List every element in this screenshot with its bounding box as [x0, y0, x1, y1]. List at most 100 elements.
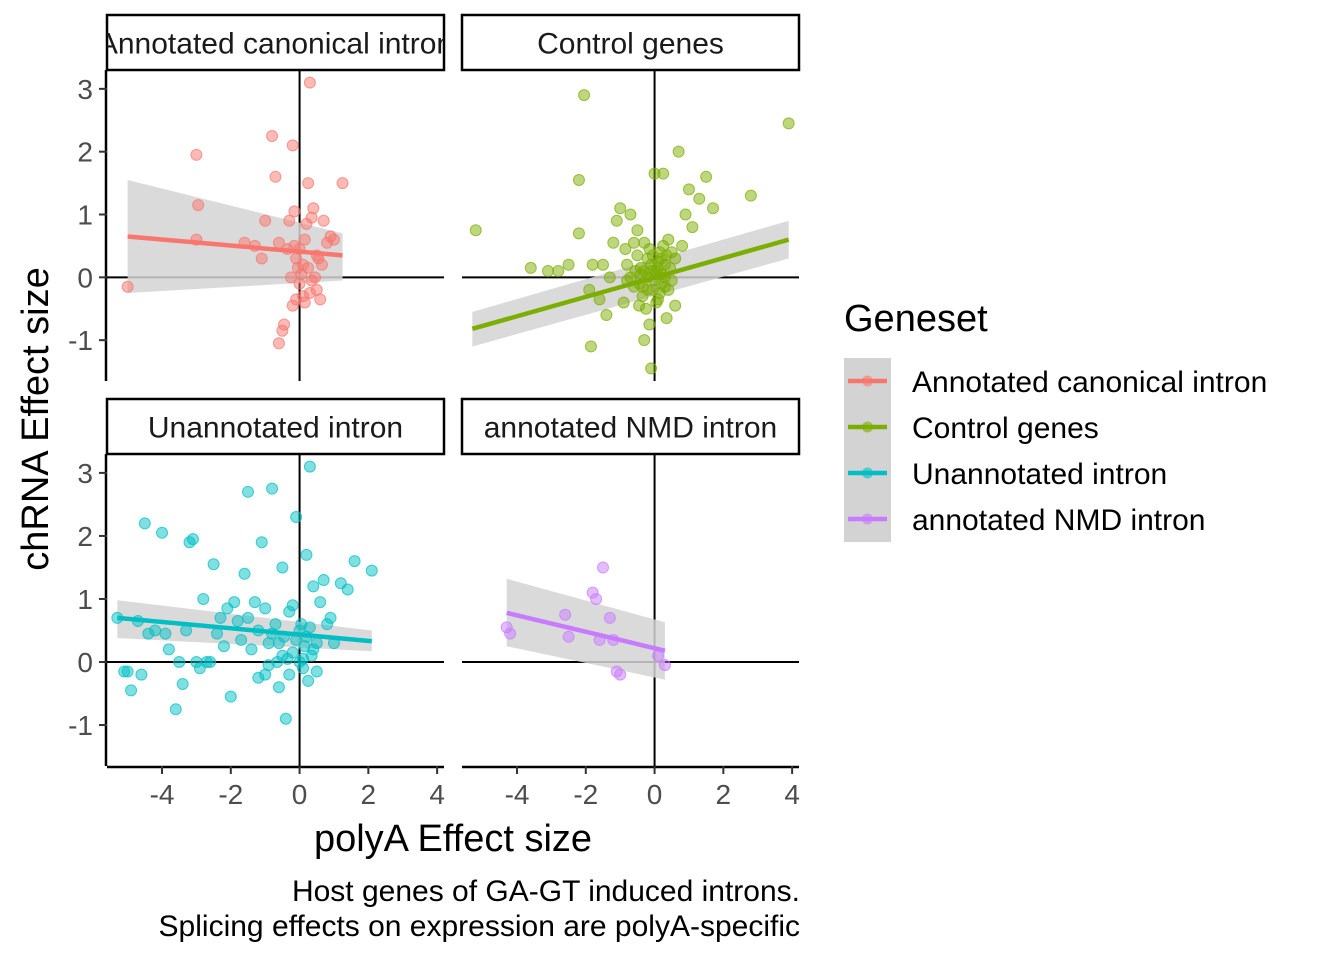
- data-point: [562, 630, 575, 643]
- data-point: [541, 265, 554, 278]
- data-point: [643, 318, 656, 331]
- x-tick-label: 4: [784, 779, 800, 810]
- data-point: [204, 656, 217, 668]
- data-point: [524, 261, 537, 274]
- data-point: [186, 533, 199, 546]
- data-point: [650, 296, 663, 309]
- data-point: [572, 227, 585, 240]
- data-point: [138, 517, 151, 530]
- x-tick-label: 2: [716, 779, 732, 810]
- data-point: [266, 482, 279, 495]
- data-point: [307, 202, 320, 215]
- y-tick-label: 2: [77, 521, 93, 552]
- legend-keys: Annotated canonical intron Control genes U…: [844, 358, 1267, 542]
- y-axis-title: chRNA Effect size: [15, 267, 57, 570]
- data-point: [669, 299, 682, 312]
- data-point: [600, 309, 613, 322]
- data-point: [348, 555, 361, 568]
- data-point: [214, 611, 227, 624]
- strip-label: Control genes: [537, 28, 724, 61]
- data-point: [169, 703, 182, 716]
- data-point: [603, 611, 616, 624]
- data-point: [700, 170, 713, 183]
- data-point: [504, 627, 517, 640]
- data-point: [707, 202, 720, 215]
- data-point: [290, 511, 303, 524]
- data-point: [211, 627, 224, 640]
- data-point: [782, 117, 795, 130]
- data-point: [317, 214, 330, 227]
- data-point: [305, 649, 318, 662]
- data-point: [190, 148, 203, 161]
- facet-panels: Annotated canonical intron -1 0 1 2 3 Control …: [68, 13, 801, 810]
- data-point: [327, 233, 340, 246]
- legend-label: annotated NMD intron: [912, 504, 1206, 537]
- data-point: [658, 659, 671, 672]
- x-tick-label: -4: [150, 779, 175, 810]
- data-point: [303, 76, 316, 89]
- y-tick-label: 1: [77, 200, 93, 231]
- x-tick-label: -2: [218, 779, 243, 810]
- confidence-ribbon: [506, 578, 665, 680]
- data-point: [259, 668, 272, 681]
- data-point: [314, 596, 327, 609]
- data-point: [341, 583, 354, 596]
- y-tick-label: 1: [77, 584, 93, 615]
- data-point: [278, 318, 291, 331]
- data-point: [307, 580, 320, 593]
- data-point: [297, 258, 310, 271]
- data-point: [572, 173, 585, 186]
- data-point: [295, 618, 308, 631]
- data-point: [284, 271, 297, 284]
- data-point: [657, 239, 670, 252]
- data-point: [298, 296, 311, 309]
- data-point: [149, 624, 162, 637]
- data-point: [241, 611, 254, 624]
- data-point: [660, 312, 673, 325]
- data-point: [248, 596, 261, 609]
- caption: Host genes of GA-GT induced introns. Spl…: [159, 875, 800, 943]
- y-tick-label: -1: [68, 325, 93, 356]
- data-point: [676, 239, 689, 252]
- x-tick-label: -4: [505, 779, 530, 810]
- data-point: [578, 89, 591, 102]
- data-point: [631, 224, 644, 237]
- panel-plot-area: [462, 454, 799, 766]
- data-point: [259, 214, 272, 227]
- regression-line: [506, 610, 666, 653]
- strip-label: annotated NMD intron: [484, 412, 778, 445]
- data-point: [310, 665, 323, 678]
- y-tick-label: 0: [77, 262, 93, 293]
- data-point: [283, 668, 296, 681]
- data-point: [156, 526, 169, 539]
- legend-label: Control genes: [912, 412, 1099, 445]
- data-point: [621, 258, 634, 271]
- panel-plot-area: [107, 454, 444, 766]
- y-tick-label: 3: [77, 74, 93, 105]
- data-point: [610, 214, 623, 227]
- data-point: [286, 139, 299, 152]
- data-point: [271, 656, 284, 668]
- data-point: [298, 640, 311, 653]
- y-tick-label: 3: [77, 458, 93, 489]
- y-tick-label: 0: [77, 647, 93, 678]
- data-point: [559, 608, 572, 621]
- regression-line: [117, 615, 372, 644]
- data-point: [121, 280, 134, 293]
- data-point: [617, 296, 630, 309]
- data-point: [228, 596, 241, 609]
- data-point: [584, 340, 597, 353]
- data-point: [614, 668, 627, 681]
- data-point: [300, 548, 313, 561]
- panel-plot-area: [107, 70, 444, 381]
- data-point: [207, 558, 220, 571]
- panel-4: annotated NMD intron -4 -2 0 2 4: [460, 397, 801, 810]
- data-point: [241, 485, 254, 498]
- data-point: [686, 221, 699, 234]
- data-point: [235, 633, 248, 646]
- data-point: [596, 258, 609, 271]
- panel-plot-area: [462, 70, 799, 381]
- data-point: [238, 567, 251, 580]
- data-point: [231, 615, 244, 628]
